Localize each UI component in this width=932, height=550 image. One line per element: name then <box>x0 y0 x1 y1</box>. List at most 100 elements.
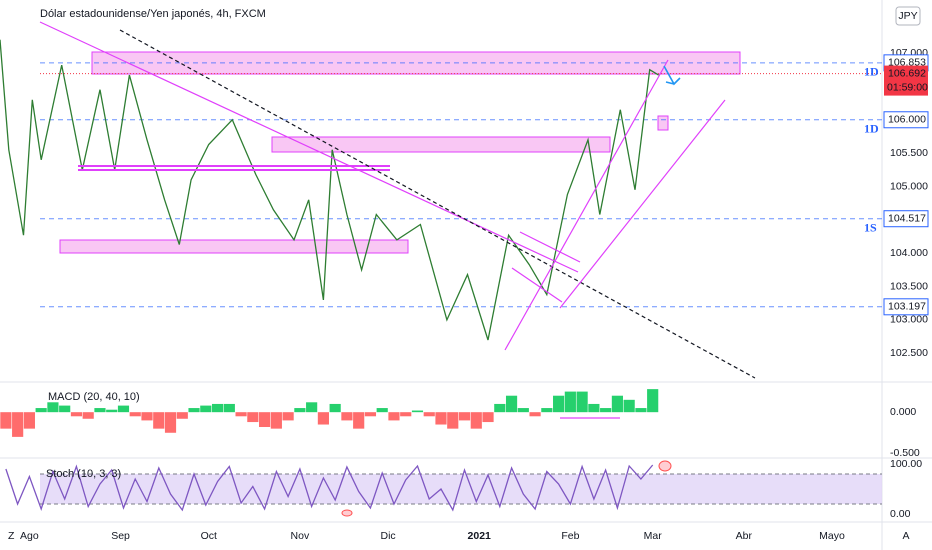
histogram-bar <box>494 403 506 413</box>
histogram-bar <box>623 399 635 413</box>
histogram-bar <box>411 410 424 413</box>
histogram-bar <box>400 412 412 417</box>
histogram-bar <box>588 403 600 413</box>
countdown: 01:59:00 <box>887 81 928 93</box>
histogram-bar <box>376 408 388 413</box>
y-tick-label: 0.00 <box>890 508 911 520</box>
histogram-bar <box>553 395 565 413</box>
histogram-bar <box>423 412 435 417</box>
histogram-bar <box>329 403 341 413</box>
level-note: 1D <box>864 122 879 136</box>
band <box>40 474 882 504</box>
histogram-bar <box>59 405 71 413</box>
histogram-bar <box>259 412 271 427</box>
level-box <box>883 298 929 316</box>
histogram-bar <box>94 408 106 413</box>
zoom-button[interactable]: Z <box>8 530 15 542</box>
histogram-bar <box>23 412 35 429</box>
histogram-bar <box>129 412 141 417</box>
histogram-bar <box>470 412 482 429</box>
level-box <box>883 111 929 129</box>
histogram-bar <box>164 412 177 433</box>
channel-line <box>559 99 726 309</box>
histogram-bar <box>270 412 282 429</box>
level-label: 103.197 <box>888 301 926 313</box>
histogram-bar <box>611 395 623 413</box>
last-price-label: 106.692 <box>888 67 926 79</box>
y-tick-label: 105.500 <box>890 147 928 159</box>
histogram-bar <box>482 412 494 423</box>
x-tick-label: Ago <box>20 530 39 542</box>
last-price-box <box>884 65 928 96</box>
histogram-bar <box>294 408 306 413</box>
histogram-bar <box>529 412 541 417</box>
histogram-bar <box>447 412 459 429</box>
y-tick-label: 103.500 <box>890 280 928 292</box>
histogram-bar <box>541 408 553 413</box>
currency-button[interactable] <box>895 6 921 26</box>
level-box <box>883 210 929 228</box>
flag-line <box>519 231 581 263</box>
histogram-bar <box>247 412 259 423</box>
level-note: 1S <box>864 220 877 234</box>
zone <box>271 136 611 153</box>
y-tick-label: 103.000 <box>890 314 928 326</box>
panel-title: MACD (20, 40, 10) <box>48 391 140 403</box>
histogram-bar <box>341 412 353 421</box>
histogram-bar <box>0 412 12 429</box>
histogram-bar <box>635 408 647 413</box>
histogram-bar <box>576 391 588 413</box>
zone <box>91 51 741 75</box>
currency-label[interactable]: JPY <box>898 10 917 22</box>
x-tick-label: Sep <box>111 530 130 542</box>
histogram-bar <box>564 391 576 413</box>
histogram-bar <box>106 409 118 413</box>
auto-scale-button[interactable]: A <box>902 530 909 542</box>
histogram-bar <box>317 412 329 425</box>
y-tick-label: 104.000 <box>890 247 928 259</box>
x-tick-label: Mayo <box>819 530 845 542</box>
histogram-bar <box>435 412 447 425</box>
price-line <box>0 39 659 341</box>
histogram-bar <box>517 408 529 413</box>
histogram-bar <box>82 412 94 419</box>
y-tick-label: 102.500 <box>890 347 928 359</box>
histogram-bar <box>600 408 612 413</box>
level-note: 1D <box>864 65 879 79</box>
histogram-bar <box>353 412 365 429</box>
x-tick-label: Mar <box>644 530 663 542</box>
histogram-bar <box>153 412 165 429</box>
y-tick-label: 100.00 <box>890 458 922 470</box>
x-tick-label: Nov <box>291 530 310 542</box>
zone <box>59 239 409 254</box>
y-tick-label: 0.000 <box>890 406 916 418</box>
chart-title: Dólar estadounidense/Yen japonés, 4h, FX… <box>40 8 266 20</box>
trend-line <box>119 29 756 379</box>
drawings-back <box>59 51 741 254</box>
x-tick-label: Oct <box>201 530 217 542</box>
histogram-bar <box>211 403 224 413</box>
drawings-front <box>39 21 756 517</box>
histogram-bar <box>223 403 235 413</box>
plot <box>0 39 882 512</box>
histogram-bar <box>282 412 294 421</box>
histogram-bar <box>364 412 377 417</box>
x-tick-label: Abr <box>736 530 753 542</box>
histogram-bar <box>35 408 47 413</box>
y-tick-label: 105.000 <box>890 180 928 192</box>
histogram-bar <box>306 402 318 413</box>
panel-title: Stoch (10, 3, 3) <box>46 468 121 480</box>
histogram-bar <box>200 405 212 413</box>
x-tick-label: 2021 <box>468 530 492 542</box>
x-tick-label: Dic <box>380 530 395 542</box>
arrow <box>663 65 681 86</box>
histogram-bar <box>47 402 59 413</box>
histogram-bar <box>12 412 24 437</box>
histogram-bar <box>117 405 130 413</box>
histogram-bar <box>647 389 659 413</box>
trend-line <box>39 21 579 273</box>
channel-line <box>504 59 669 351</box>
histogram-bar <box>388 412 400 421</box>
